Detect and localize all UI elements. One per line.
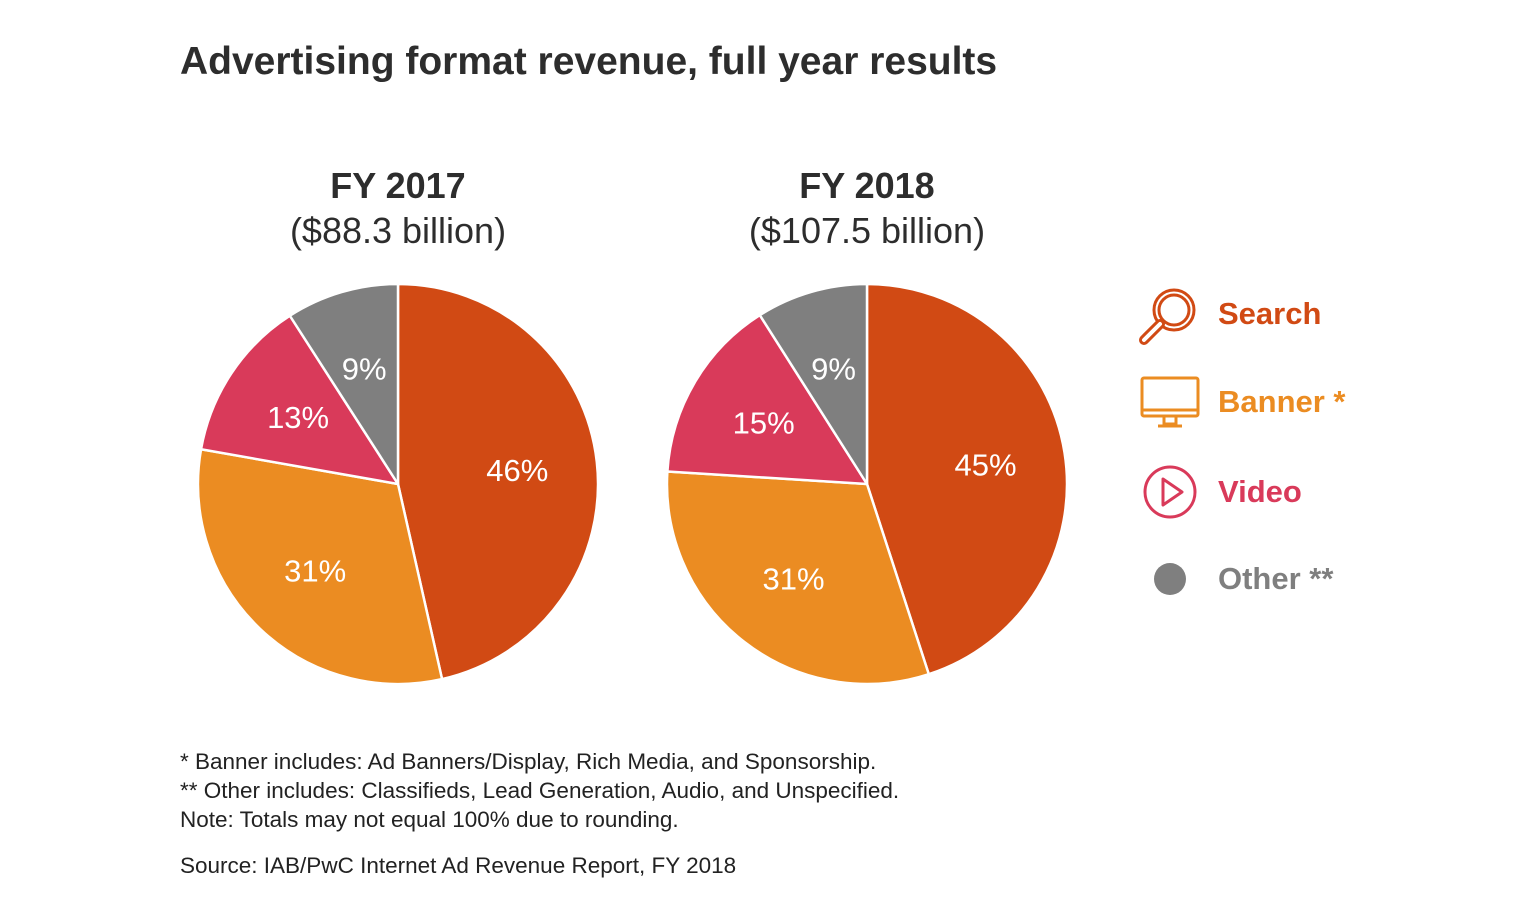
magnifier-icon — [1139, 288, 1196, 345]
pie-chart-fy2018: 45% 31% 15% 9% — [665, 282, 1069, 686]
pie-heading-fy2018: FY 2018 ($107.5 billion) — [657, 164, 1077, 254]
pie-slice-other — [288, 282, 400, 486]
pie-slice-video — [199, 314, 400, 486]
dot-icon — [1154, 563, 1186, 595]
slice-label-video: 13% — [267, 400, 329, 435]
footnotes: * Banner includes: Ad Banners/Display, R… — [180, 747, 899, 834]
legend-item-video: Video — [1138, 460, 1498, 524]
legend-label: Search — [1218, 296, 1322, 331]
play-icon — [1143, 465, 1197, 519]
slice-label-other: 9% — [342, 351, 387, 386]
chart-title: Advertising format revenue, full year re… — [180, 40, 998, 83]
pie-slice-search — [396, 282, 600, 681]
pie-slice-banner — [196, 448, 444, 686]
slice-label-video: 15% — [733, 405, 795, 440]
slice-label-search: 45% — [954, 448, 1016, 483]
slice-label-search: 46% — [486, 453, 548, 488]
legend-label: Other ** — [1218, 561, 1334, 596]
pie-subtitle: ($107.5 billion) — [748, 210, 986, 251]
legend-item-banner: Banner * — [1138, 370, 1498, 434]
pie-slice-other — [758, 282, 869, 486]
pie-subtitle: ($88.3 billion) — [289, 210, 507, 251]
pie-slice-banner — [665, 470, 931, 686]
slice-label-banner: 31% — [762, 561, 824, 596]
footnote-banner: * Banner includes: Ad Banners/Display, R… — [180, 749, 877, 774]
footnote-rounding: Note: Totals may not equal 100% due to r… — [180, 807, 679, 832]
legend-item-search: Search — [1138, 282, 1498, 346]
pie-slice-video — [666, 313, 869, 486]
legend-label: Video — [1218, 474, 1302, 509]
source-note: Source: IAB/PwC Internet Ad Revenue Repo… — [180, 853, 737, 878]
pie-slice-search — [865, 282, 1069, 676]
pie-heading-fy2017: FY 2017 ($88.3 billion) — [188, 164, 608, 254]
slice-label-banner: 31% — [284, 553, 346, 588]
pie-title: FY 2017 — [330, 165, 466, 206]
legend-label: Banner * — [1218, 384, 1346, 419]
pie-chart-fy2017: 46% 31% 13% 9% — [196, 282, 600, 686]
footnote-other: ** Other includes: Classifieds, Lead Gen… — [180, 778, 900, 803]
pie-title: FY 2018 — [799, 165, 935, 206]
slice-label-other: 9% — [811, 351, 856, 386]
monitor-icon — [1140, 376, 1200, 428]
legend-item-other: Other ** — [1138, 547, 1498, 611]
